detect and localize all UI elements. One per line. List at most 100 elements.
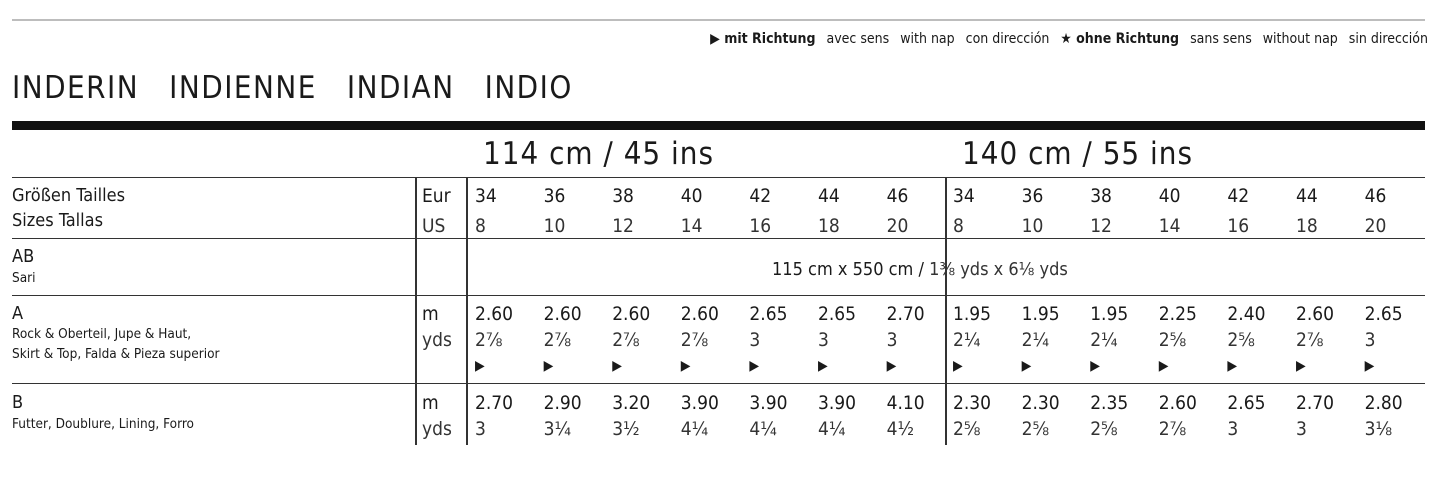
eur-size: 40 <box>680 185 703 207</box>
with-nap-icon: ▶ <box>1021 358 1032 374</box>
meters-value: 2.70 <box>886 303 925 325</box>
meters-value: 2.65 <box>1227 392 1266 414</box>
with-nap-icon: ▶ <box>1158 358 1169 374</box>
eur-size: 34 <box>953 185 975 207</box>
view-desc: Rock & Oberteil, Jupe & Haut, <box>12 326 192 342</box>
divider <box>466 177 468 445</box>
eur-size: 38 <box>1090 185 1112 207</box>
yards-value: 2¼ <box>1090 329 1118 351</box>
us-size: 10 <box>1021 215 1044 237</box>
yards-value: 2¼ <box>1021 329 1050 351</box>
sari-imperial: 1⅜ yds x 6⅛ yds <box>929 259 1068 280</box>
meters-value: 2.60 <box>1158 392 1197 414</box>
yards-value: 3½ <box>612 418 640 440</box>
view-desc: Sari <box>12 270 36 286</box>
with-nap-icon: ▶ <box>886 358 897 374</box>
title-en: INDIAN <box>346 70 455 106</box>
title-es: INDIO <box>484 70 573 106</box>
meters-value: 2.65 <box>818 303 857 325</box>
eur-size: 46 <box>886 185 909 207</box>
us-size: 20 <box>886 215 909 237</box>
meters-value: 2.65 <box>1364 303 1403 325</box>
yards-value: 2¼ <box>953 329 981 351</box>
view-code: B <box>12 392 24 413</box>
legend-text: sin dirección <box>1348 31 1428 47</box>
with-nap-icon: ▶ <box>612 358 622 374</box>
meters-value: 3.20 <box>612 392 651 414</box>
meters-value: 2.90 <box>543 392 582 414</box>
with-nap-icon: ▶ <box>475 358 485 374</box>
sari-metric: 115 cm x 550 cm <box>772 259 914 280</box>
unit-yds: yds <box>422 418 452 440</box>
with-nap-icon: ▶ <box>1364 358 1375 374</box>
sizes-label: Sizes Tallas <box>12 210 104 231</box>
yards-value: 2⅞ <box>543 329 572 351</box>
meters-value: 4.10 <box>886 392 925 414</box>
meters-value: 2.35 <box>1090 392 1129 414</box>
us-size: 16 <box>1227 215 1250 237</box>
eur-size: 38 <box>612 185 634 207</box>
view-row-b: B Futter, Doublure, Lining, Forro m yds … <box>12 383 1425 446</box>
yardage-table: Größen Tailles Sizes Tallas Eur US 34 36 3… <box>12 177 1425 446</box>
yards-value: 2⅞ <box>612 329 640 351</box>
yards-value: 3 <box>1227 418 1239 440</box>
view-row-ab: AB Sari 115 cm x 550 cm / 1⅜ yds x 6⅛ yd… <box>12 238 1425 295</box>
us-size: 8 <box>953 215 964 237</box>
yards-value: 2⅝ <box>1158 329 1187 351</box>
unit-m: m <box>422 392 439 414</box>
meters-value: 2.70 <box>475 392 514 414</box>
page-title: INDERIN INDIENNE INDIAN INDIO <box>12 70 603 106</box>
with-nap-icon: ▶ <box>1090 358 1100 374</box>
with-nap-icon: ▶ <box>953 358 963 374</box>
eur-size: 34 <box>475 185 497 207</box>
view-code: AB <box>12 246 35 267</box>
yards-value: 4¼ <box>818 418 846 440</box>
with-nap-icon: ▶ <box>543 358 554 374</box>
yards-value: 3 <box>749 329 761 351</box>
divider <box>945 177 947 445</box>
us-size: 12 <box>612 215 634 237</box>
meters-value: 1.95 <box>1090 303 1129 325</box>
meters-value: 3.90 <box>749 392 788 414</box>
meters-value: 2.30 <box>1021 392 1060 414</box>
meters-value: 2.30 <box>953 392 992 414</box>
yards-value: 4¼ <box>680 418 709 440</box>
yards-value: 2⅝ <box>1021 418 1050 440</box>
meters-value: 2.40 <box>1227 303 1266 325</box>
eur-label: Eur <box>422 185 451 207</box>
us-size: 14 <box>1158 215 1181 237</box>
meters-value: 2.60 <box>1296 303 1335 325</box>
meters-value: 2.80 <box>1364 392 1403 414</box>
yards-value: 2⅝ <box>1090 418 1118 440</box>
meters-value: 2.70 <box>1296 392 1335 414</box>
us-size: 20 <box>1364 215 1387 237</box>
with-nap-legend: ▶ mit Richtung <box>710 31 816 47</box>
with-nap-icon: ▶ <box>1296 358 1306 374</box>
title-de: INDERIN <box>12 70 140 106</box>
us-size: 16 <box>749 215 772 237</box>
meters-value: 2.25 <box>1158 303 1197 325</box>
width-header-140: 140 cm / 55 ins <box>962 136 1193 172</box>
meters-value: 2.60 <box>612 303 651 325</box>
eur-size: 40 <box>1158 185 1181 207</box>
legend-text: con dirección <box>965 31 1050 47</box>
meters-value: 2.60 <box>475 303 514 325</box>
eur-size: 44 <box>1296 185 1318 207</box>
unit-yds: yds <box>422 329 452 351</box>
yards-value: 2⅞ <box>1158 418 1187 440</box>
eur-size: 36 <box>1021 185 1044 207</box>
yards-value: 3 <box>1296 418 1307 440</box>
meters-value: 3.90 <box>818 392 857 414</box>
divider <box>415 177 417 445</box>
eur-size: 42 <box>749 185 772 207</box>
unit-m: m <box>422 303 439 325</box>
width-header-114: 114 cm / 45 ins <box>483 136 714 172</box>
eur-size: 42 <box>1227 185 1250 207</box>
meters-value: 2.60 <box>680 303 719 325</box>
yards-value: 3 <box>1364 329 1376 351</box>
meters-value: 2.60 <box>543 303 582 325</box>
view-desc: Skirt & Top, Falda & Pieza superior <box>12 346 220 362</box>
legend-text: without nap <box>1262 31 1338 47</box>
yards-value: 2⅞ <box>475 329 503 351</box>
us-size: 18 <box>818 215 840 237</box>
